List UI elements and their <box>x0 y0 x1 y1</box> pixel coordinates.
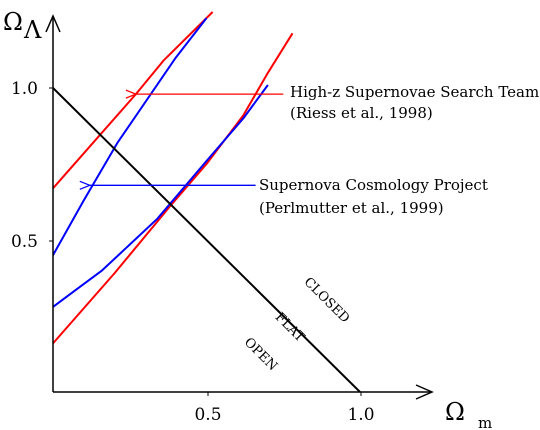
y-axis-subscript: Λ <box>23 16 42 44</box>
x-axis-subscript: m <box>478 414 492 430</box>
y-axis-arrowhead <box>45 14 61 33</box>
scp-annotation-citation: (Perlmutter et al., 1999) <box>259 199 444 217</box>
x-tick-label: 1.0 <box>347 405 374 425</box>
scp-annotation-title: Supernova Cosmology Project <box>259 176 488 194</box>
flat-universe-line <box>53 87 361 392</box>
high-z-annotation-citation: (Riess et al., 1998) <box>290 104 433 122</box>
x-axis-title: Ω <box>445 398 465 426</box>
plot-lines <box>53 11 361 392</box>
x-tick-label: 0.5 <box>194 405 221 425</box>
high-z-annotation-title: High-z Supernovae Search Team <box>290 83 539 101</box>
scp-contour-line <box>53 84 269 308</box>
y-axis-title: Ω <box>3 8 23 36</box>
y-tick-label: 1.0 <box>11 79 38 99</box>
open-region-label: OPEN <box>241 335 280 374</box>
closed-region-label: CLOSED <box>301 275 353 327</box>
flat-region-label: FLAT <box>272 310 308 346</box>
high-z-contour-line <box>53 32 294 345</box>
scp-contour-line <box>53 17 208 256</box>
high-z-contour-line <box>53 11 214 189</box>
y-tick-label: 0.5 <box>11 232 38 252</box>
x-axis-arrowhead <box>415 384 434 400</box>
